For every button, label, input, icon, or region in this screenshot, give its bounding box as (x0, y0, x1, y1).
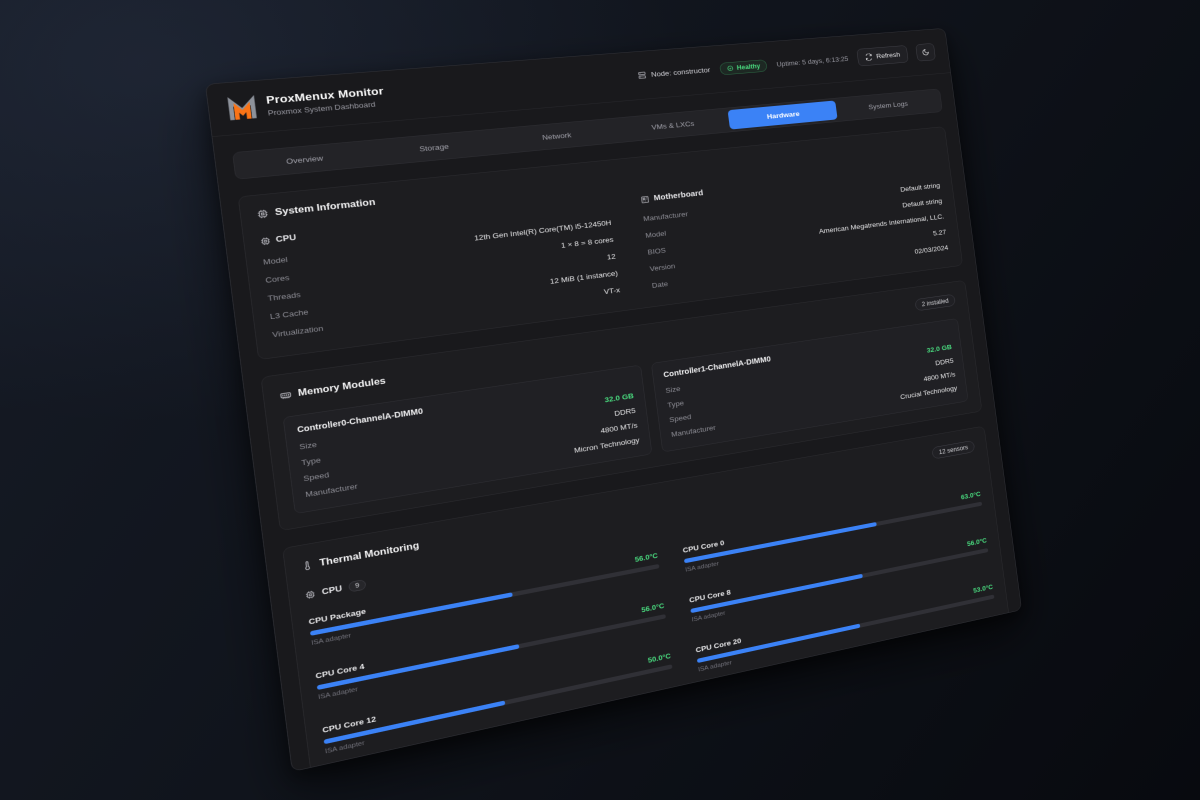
proxmenux-dashboard-window: ProxMenux Monitor Proxmox System Dashboa… (205, 28, 1022, 772)
cpu-sensor-count-badge: 9 (347, 579, 367, 593)
motherboard-icon (640, 195, 650, 204)
installed-count-badge: 2 installed (914, 293, 956, 312)
server-icon (638, 71, 647, 79)
cpu-icon (260, 236, 271, 246)
main-content: System Information CPU Model 1 (218, 111, 1022, 772)
refresh-icon (865, 53, 873, 60)
temp-value: 50.0°C (647, 651, 672, 665)
check-circle-icon (727, 65, 734, 72)
node-label: Node: constructor (650, 65, 711, 79)
refresh-button[interactable]: Refresh (856, 45, 909, 67)
temp-value: 56.0°C (634, 551, 659, 564)
sensor-count-badge: 12 sensors (931, 440, 976, 460)
section-title: Memory Modules (297, 375, 387, 399)
temp-value: 56.0°C (640, 601, 665, 614)
thermometer-icon (301, 560, 314, 572)
header-controls: Node: constructor Healthy Uptime: 5 days… (637, 43, 936, 85)
uptime-label: Uptime: 5 days, 6:13:25 (776, 54, 849, 69)
section-title: Thermal Monitoring (318, 540, 420, 568)
cpu-info-column: CPU Model 12th Gen Intel(R) Core(TM) i5-1… (260, 199, 621, 343)
section-title: System Information (274, 197, 376, 218)
proxmenux-logo-icon (225, 94, 259, 123)
temp-value: 56.0°C (966, 536, 988, 548)
cpu-icon (305, 589, 316, 599)
temp-value: 53.0°C (972, 582, 994, 595)
node-indicator: Node: constructor (638, 66, 711, 80)
chip-icon (256, 209, 269, 220)
temp-value: 63.0°C (960, 489, 982, 501)
theme-toggle-button[interactable] (915, 43, 936, 62)
moon-icon (921, 48, 929, 56)
memory-icon (279, 389, 292, 400)
motherboard-info-column: Motherboard Manufacturer Default string M… (640, 163, 949, 293)
brand: ProxMenux Monitor Proxmox System Dashboa… (225, 84, 386, 122)
health-status-badge: Healthy (719, 59, 768, 76)
